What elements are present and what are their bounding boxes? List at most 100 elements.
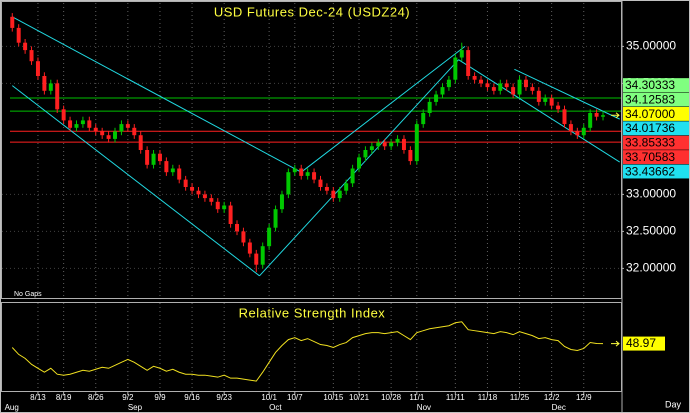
month-label: Sep bbox=[128, 403, 143, 412]
candle-body bbox=[145, 150, 150, 165]
price-label-box bbox=[623, 78, 689, 93]
candle-body bbox=[215, 201, 220, 210]
candle-body bbox=[357, 157, 362, 169]
candle-body bbox=[324, 187, 329, 191]
trendline bbox=[11, 85, 260, 277]
candle-body bbox=[177, 168, 182, 180]
price-label: 33.85333 bbox=[625, 136, 675, 150]
y-tick-label: 32.50000 bbox=[626, 224, 676, 238]
candle-body bbox=[331, 190, 336, 199]
candle-body bbox=[209, 198, 214, 202]
candle-body bbox=[151, 153, 156, 165]
candle-body bbox=[273, 209, 278, 228]
candle-body bbox=[292, 168, 297, 173]
rsi-value-label: 48.97 bbox=[626, 336, 656, 350]
trendline bbox=[12, 16, 302, 173]
candle-body bbox=[408, 150, 413, 162]
price-label: 34.12583 bbox=[625, 92, 675, 106]
price-label: 34.07000 bbox=[625, 107, 675, 121]
price-label-box bbox=[623, 92, 689, 107]
candle-body bbox=[190, 187, 195, 191]
candle-body bbox=[16, 27, 21, 43]
candle-body bbox=[575, 131, 580, 136]
candle-body bbox=[549, 98, 554, 106]
candle-body bbox=[530, 87, 535, 91]
x-tick-label: 10/28 bbox=[381, 393, 402, 402]
x-tick-label: 9/16 bbox=[184, 393, 200, 402]
candle-body bbox=[164, 161, 169, 173]
x-tick-label: 8/13 bbox=[30, 393, 46, 402]
x-tick-label: 9/23 bbox=[216, 393, 232, 402]
candle-body bbox=[472, 76, 477, 80]
price-label: 33.43662 bbox=[625, 164, 675, 178]
x-tick-label: 12/9 bbox=[576, 393, 592, 402]
candle-body bbox=[485, 83, 490, 88]
price-label-box bbox=[623, 150, 689, 165]
rsi-label-box bbox=[623, 336, 665, 351]
candle-body bbox=[260, 246, 265, 265]
candle-body bbox=[312, 172, 317, 180]
x-tick-label: 9/9 bbox=[154, 393, 166, 402]
candle-body bbox=[491, 87, 496, 91]
candle-body bbox=[10, 16, 15, 28]
candle-body bbox=[196, 190, 201, 195]
x-tick-label: 12/2 bbox=[544, 393, 560, 402]
candle-body bbox=[228, 205, 233, 224]
candle-body bbox=[106, 135, 111, 139]
candle-body bbox=[517, 79, 522, 95]
price-label-box bbox=[623, 135, 689, 150]
candle-body bbox=[511, 87, 516, 95]
candle-body bbox=[87, 120, 92, 128]
candle-body bbox=[446, 79, 451, 88]
candle-body bbox=[562, 109, 567, 125]
candle-body bbox=[350, 168, 355, 184]
month-label: Dec bbox=[552, 403, 566, 412]
candle-body bbox=[594, 113, 599, 117]
candle-body bbox=[434, 94, 439, 102]
x-tick-label: 8/26 bbox=[88, 393, 104, 402]
candle-body bbox=[344, 183, 349, 191]
x-tick-label: 10/15 bbox=[323, 393, 344, 402]
candle-body bbox=[55, 83, 60, 110]
x-tick-label: 11/25 bbox=[510, 393, 530, 402]
candle-body bbox=[74, 124, 79, 128]
candle-body bbox=[543, 98, 548, 102]
candle-body bbox=[61, 109, 66, 121]
candle-body bbox=[42, 76, 47, 91]
y-tick-label: 35.00000 bbox=[626, 39, 676, 53]
candle-body bbox=[588, 113, 593, 128]
candle-body bbox=[254, 253, 259, 265]
candle-body bbox=[414, 124, 419, 162]
x-tick-label: 10/1 bbox=[261, 393, 277, 402]
x-tick-label: 11/11 bbox=[446, 393, 465, 402]
candle-body bbox=[568, 124, 573, 132]
candle-body bbox=[376, 142, 381, 147]
chart-title: USD Futures Dec-24 (USDZ24) bbox=[214, 4, 410, 19]
candle-body bbox=[113, 131, 118, 139]
month-label: Oct bbox=[269, 403, 282, 412]
candle-body bbox=[241, 231, 246, 243]
price-label-box bbox=[623, 106, 689, 121]
candle-body bbox=[235, 224, 240, 232]
candle-body bbox=[23, 42, 28, 51]
candle-body bbox=[318, 179, 323, 187]
candle-body bbox=[369, 146, 374, 150]
candle-body bbox=[337, 190, 342, 199]
x-tick-label: 11/1 bbox=[409, 393, 425, 402]
candle-body bbox=[286, 172, 291, 195]
candle-body bbox=[170, 168, 175, 173]
candle-body bbox=[157, 153, 162, 162]
candle-body bbox=[523, 79, 528, 88]
x-tick-label: 9/2 bbox=[122, 393, 134, 402]
candle-body bbox=[29, 50, 34, 62]
rsi-arrow bbox=[611, 340, 620, 347]
y-tick-label: 33.00000 bbox=[626, 187, 676, 201]
candle-body bbox=[479, 79, 484, 84]
candle-body bbox=[453, 57, 458, 80]
candle-body bbox=[466, 50, 471, 76]
candle-body bbox=[498, 83, 503, 91]
price-label: 34.30333 bbox=[625, 78, 675, 92]
candle-body bbox=[100, 131, 105, 136]
x-tick-label: 10/21 bbox=[349, 393, 370, 402]
